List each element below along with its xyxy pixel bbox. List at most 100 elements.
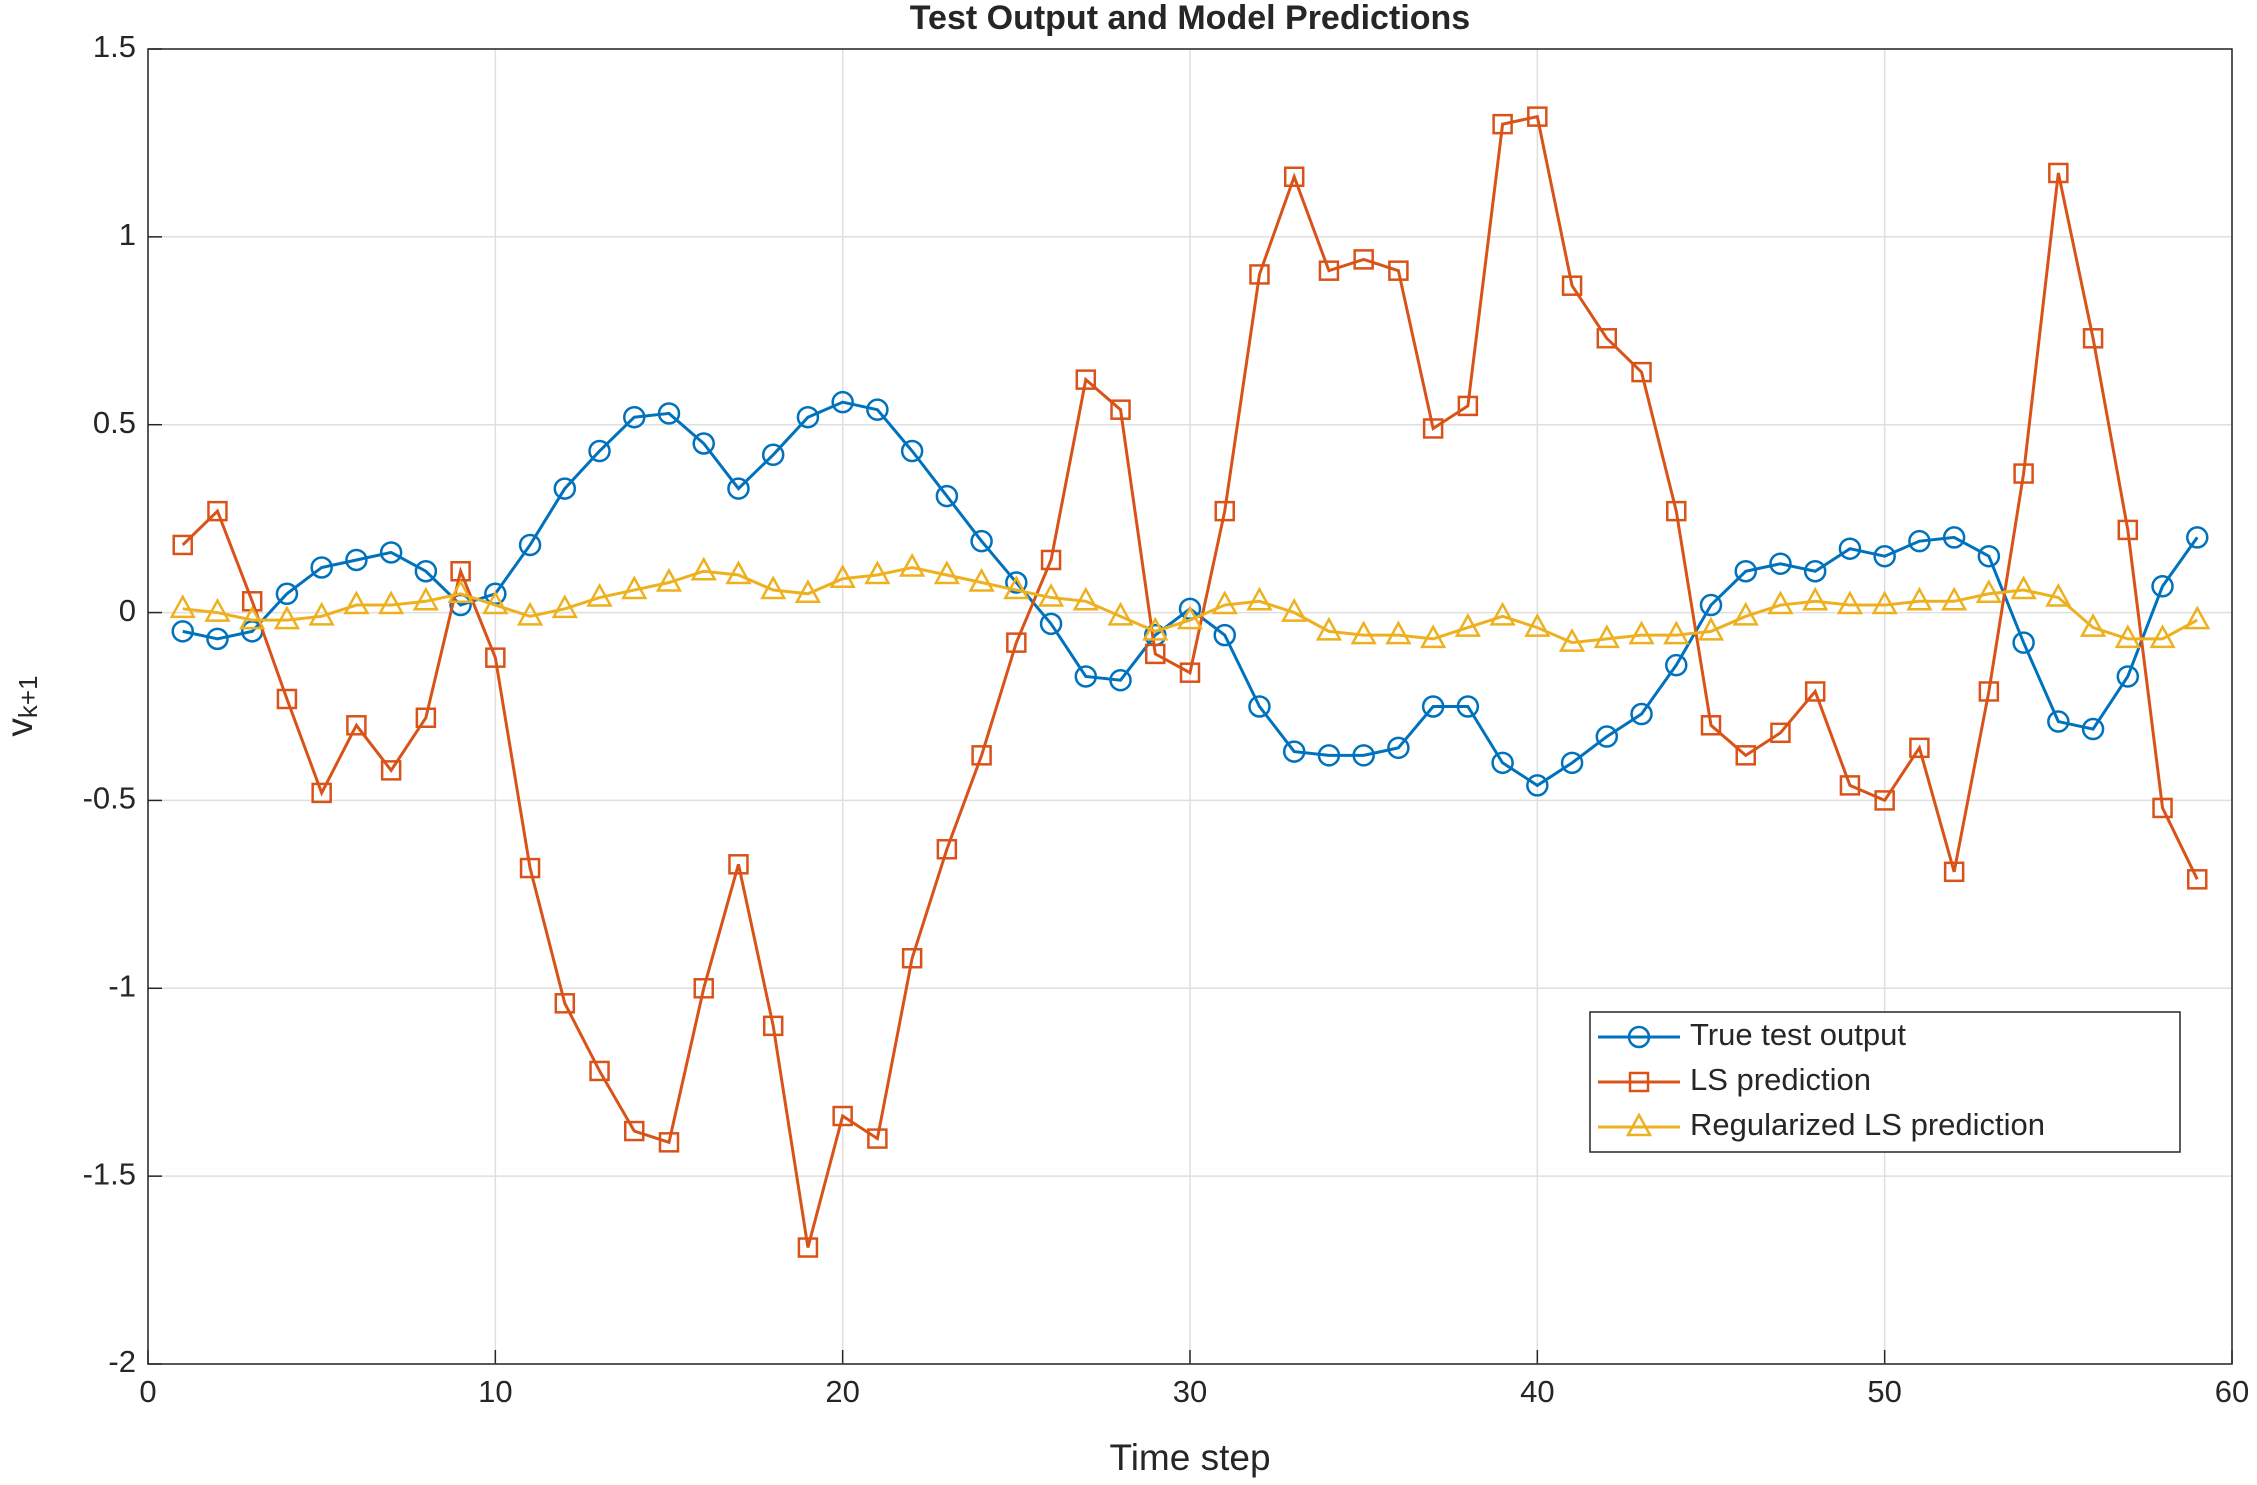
data-point: [2012, 631, 2035, 654]
data-point: [380, 760, 402, 781]
data-point: [971, 745, 992, 766]
data-point: [378, 590, 405, 615]
data-point: [623, 405, 646, 429]
data-point: [171, 620, 194, 643]
data-point: [345, 548, 368, 572]
data-point: [1561, 275, 1583, 296]
legend-label: LS prediction: [1690, 1062, 1871, 1097]
data-point: [692, 432, 715, 455]
data-point: [1075, 369, 1097, 390]
data-point: [936, 839, 958, 860]
data-point: [1353, 249, 1374, 270]
data-point: [728, 854, 749, 875]
data-point: [1804, 681, 1826, 702]
data-point: [968, 567, 995, 592]
data-point: [1941, 586, 1968, 611]
data-point: [1350, 620, 1377, 645]
data-point: [2117, 519, 2139, 541]
data-point: [1315, 616, 1343, 641]
data-point: [1697, 616, 1725, 641]
data-point: [1942, 526, 1966, 549]
data-point: [621, 575, 648, 600]
data-point: [1735, 745, 1756, 766]
data-point: [1110, 399, 1131, 420]
data-point: [1803, 559, 1827, 583]
data-point: [1491, 751, 1514, 775]
data-point: [901, 947, 923, 969]
data-point: [1628, 620, 1655, 645]
y-tick-label: 0.5: [93, 405, 136, 440]
data-point: [1211, 590, 1238, 615]
data-point: [482, 590, 509, 615]
x-tick-label: 10: [478, 1374, 512, 1409]
data-point: [1456, 695, 1480, 718]
data-point: [1874, 790, 1895, 811]
x-tick-label: 60: [2215, 1374, 2249, 1409]
legend: True test output LS prediction Regularized…: [1589, 1011, 2181, 1153]
data-point: [867, 1128, 888, 1149]
data-point: [1003, 575, 1030, 600]
data-point: [1769, 552, 1792, 575]
data-point: [1072, 586, 1099, 611]
data-point: [1978, 681, 2000, 702]
data-point: [1593, 624, 1620, 649]
data-point: [1388, 260, 1409, 281]
data-point: [690, 556, 717, 581]
data-point: [2184, 605, 2211, 630]
data-point: [1665, 653, 1688, 677]
data-point: [1282, 740, 1306, 763]
data-point: [379, 541, 403, 564]
legend-marker: [1625, 1112, 1653, 1137]
data-point: [553, 477, 577, 500]
data-point: [797, 1237, 819, 1258]
data-point: [1385, 620, 1412, 645]
y-tick-label: -2: [108, 1344, 136, 1379]
y-tick-label: 1: [119, 217, 136, 252]
data-point: [1630, 702, 1653, 726]
axes-box: [147, 48, 2233, 1365]
series-line: [182, 565, 2198, 645]
data-point: [1074, 665, 1098, 688]
data-point: [1838, 537, 1862, 560]
legend-box: [1589, 1011, 2181, 1153]
data-point: [2045, 582, 2072, 607]
data-point: [1767, 590, 1794, 615]
data-point: [864, 560, 891, 585]
data-point: [1492, 113, 1513, 135]
data-point: [1040, 549, 1062, 571]
x-tick-label: 20: [825, 1374, 859, 1409]
data-point: [1420, 624, 1447, 649]
data-point: [2149, 624, 2176, 649]
data-point: [273, 605, 301, 630]
data-point: [1176, 605, 1204, 630]
data-point: [204, 597, 231, 622]
data-point: [447, 579, 474, 604]
data-point: [1457, 395, 1479, 417]
x-tick-label: 0: [139, 1374, 156, 1409]
data-point: [1700, 715, 1722, 736]
data-point: [794, 579, 822, 604]
data-point: [693, 978, 714, 999]
data-point: [588, 439, 611, 463]
data-point: [1596, 328, 1618, 349]
data-point: [762, 1015, 784, 1037]
data-point: [1387, 736, 1410, 760]
y-tick-label: -1.5: [83, 1156, 136, 1191]
data-point: [1906, 586, 1933, 611]
data-point: [796, 405, 820, 429]
data-point: [900, 439, 924, 463]
data-point: [760, 575, 787, 600]
data-point: [1526, 774, 1549, 797]
data-point: [206, 627, 229, 651]
data-point: [2116, 665, 2140, 688]
data-point: [1527, 106, 1548, 127]
data-point: [2082, 328, 2104, 349]
legend-label: True test output: [1690, 1017, 1906, 1052]
data-point: [832, 1105, 853, 1127]
data-point: [1558, 628, 1586, 652]
data-point: [1283, 166, 1305, 187]
data-point: [1005, 571, 1028, 594]
data-point: [657, 402, 681, 425]
y-tick-label: 1.5: [93, 29, 136, 64]
